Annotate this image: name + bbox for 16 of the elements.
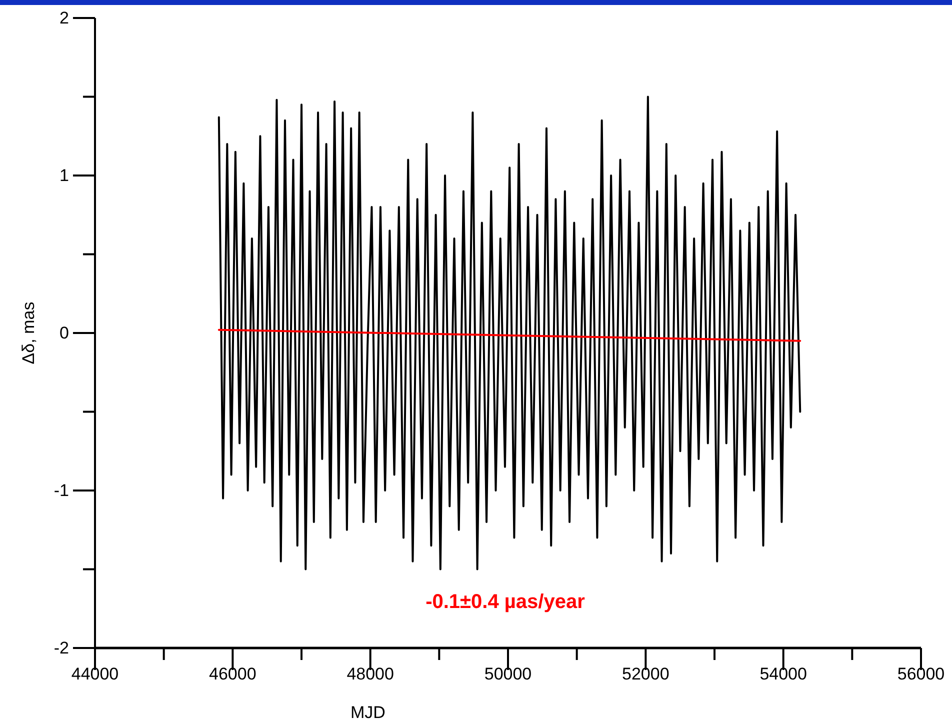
line-series — [218, 96, 802, 570]
y-tick-label: 0 — [60, 323, 69, 342]
x-tick-label: 46000 — [209, 664, 256, 684]
x-tick-label: 44000 — [71, 664, 119, 684]
x-axis-title: MJD — [350, 703, 386, 722]
x-tick-label: 56000 — [897, 664, 945, 684]
x-tick-label: 50000 — [484, 664, 532, 684]
y-axis-title: Δδ, mas — [19, 302, 38, 364]
annotation: -0.1±0.4 µas/year — [426, 591, 586, 613]
y-tick-label: 2 — [60, 8, 69, 28]
x-tick-label: 52000 — [622, 664, 670, 684]
y-tick-label: 1 — [60, 166, 69, 185]
x-tick-label: 54000 — [760, 664, 807, 684]
y-tick-label: -2 — [54, 638, 69, 658]
x-tick-label: 48000 — [346, 664, 394, 684]
y-tick-label: -1 — [54, 480, 69, 500]
